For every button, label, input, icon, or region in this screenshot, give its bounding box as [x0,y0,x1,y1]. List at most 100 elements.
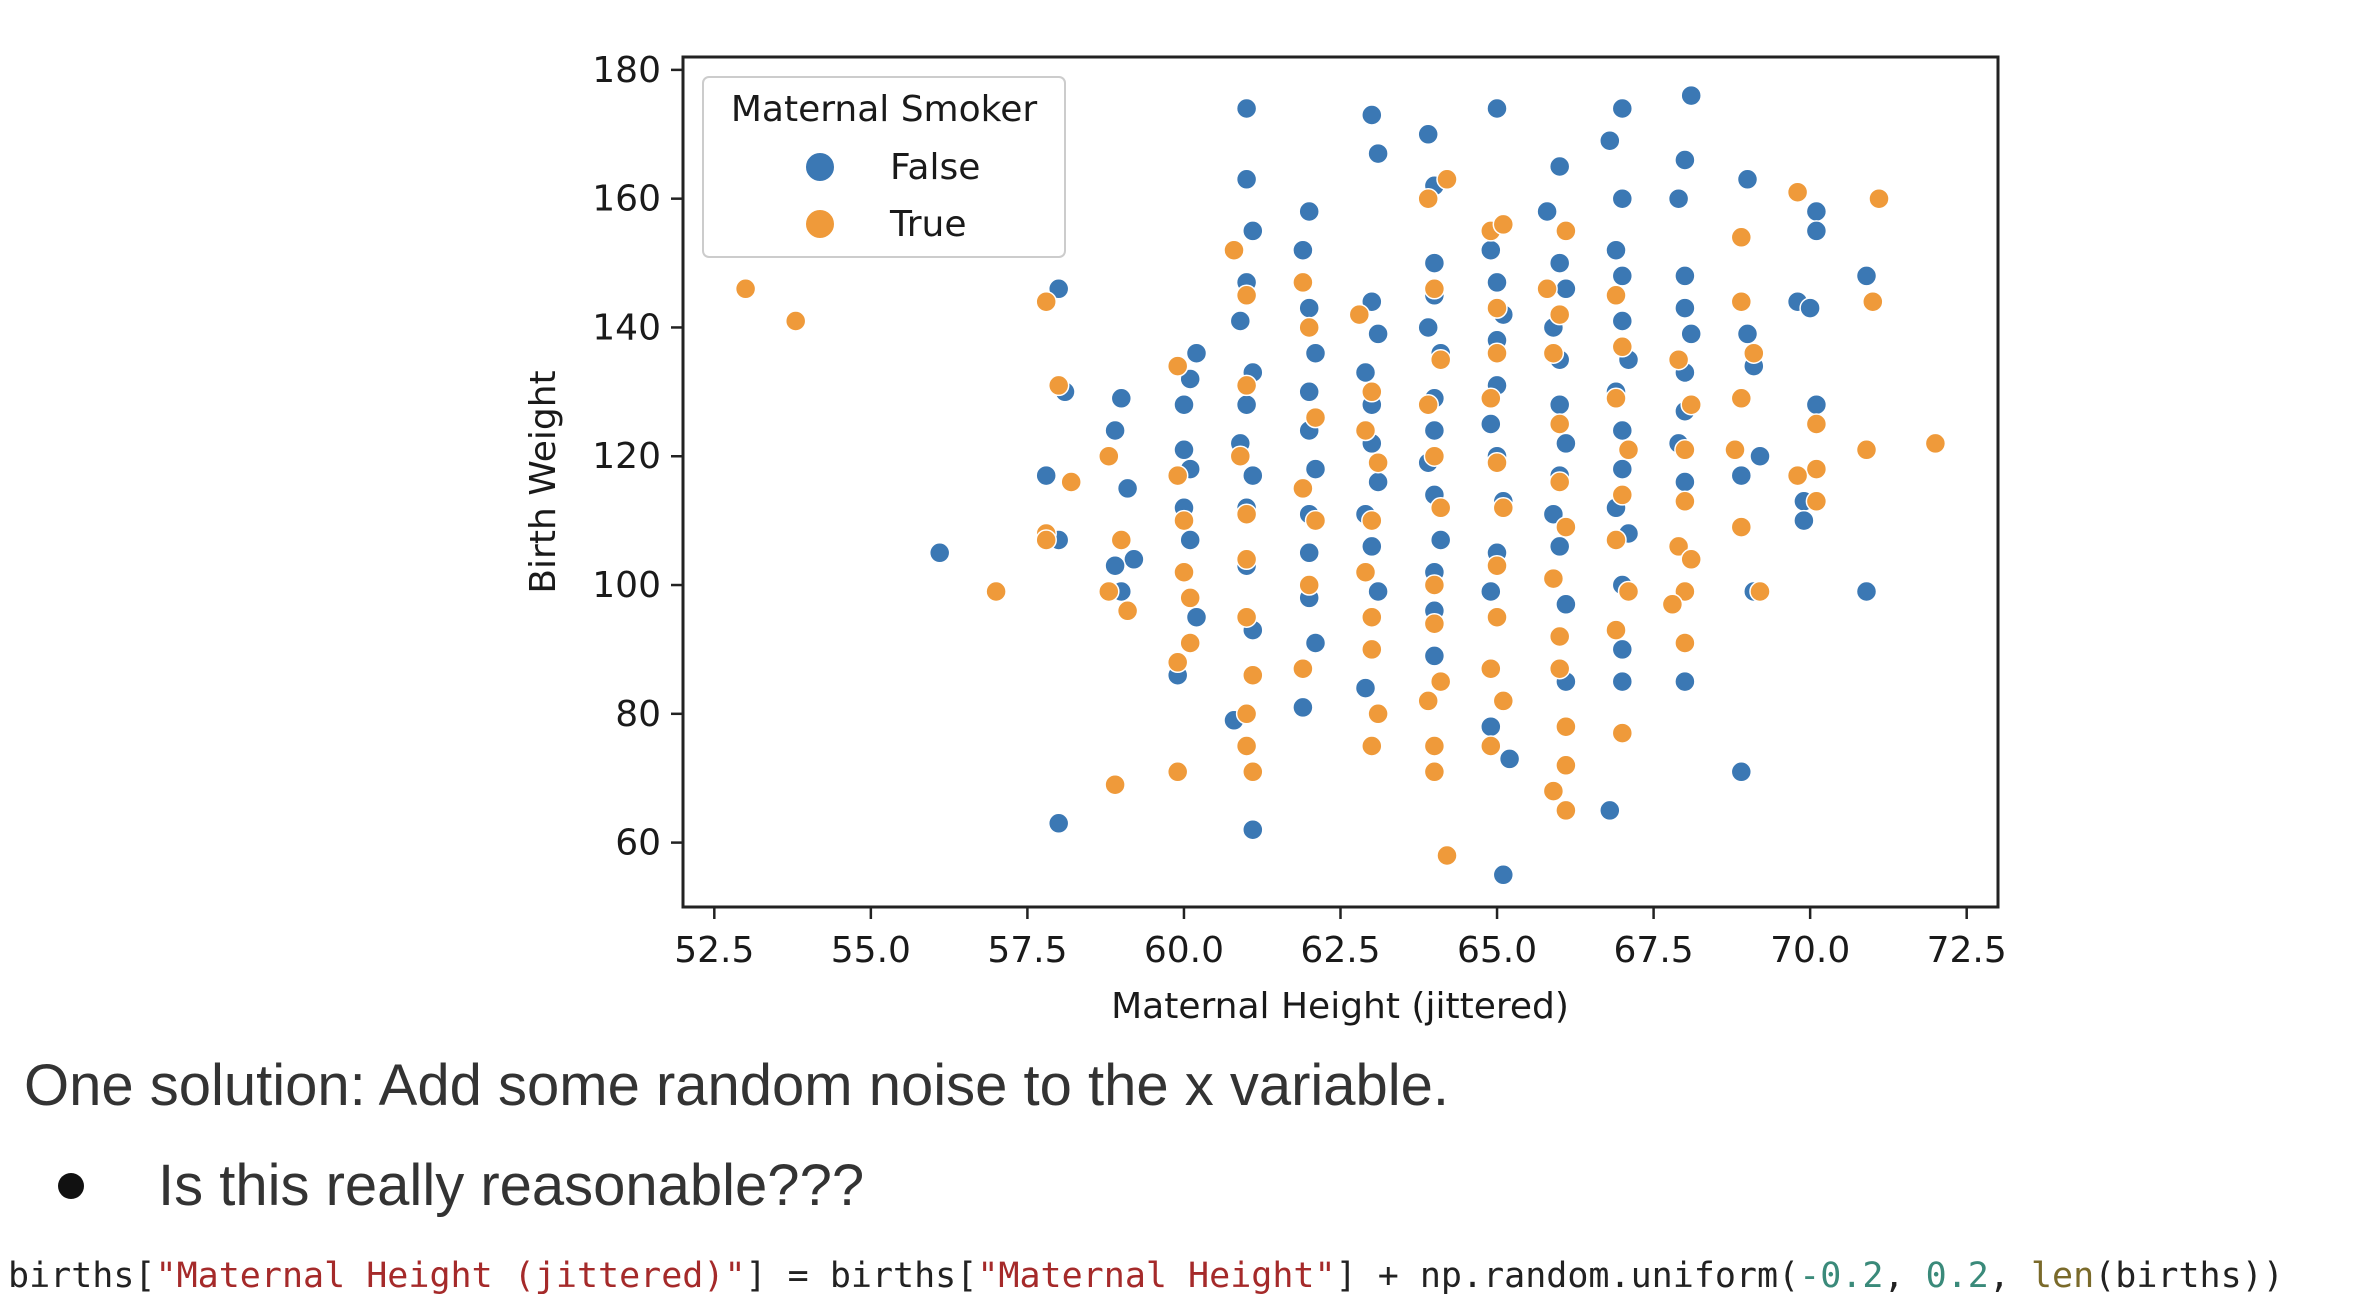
data-point-true [1235,703,1258,725]
data-point-false [1423,645,1446,667]
y-tick-label: 180 [592,50,661,91]
x-tick-label: 62.5 [1300,930,1380,971]
data-point-true [1166,761,1189,783]
data-point-true [1229,445,1252,467]
data-point-false [1185,606,1208,628]
code-part: (births)) [2094,1256,2284,1296]
data-point-false [1367,323,1389,345]
data-point-true [1724,439,1746,461]
data-point-true [1304,509,1327,532]
data-point-true [1605,619,1627,641]
data-point-true [1242,664,1264,686]
data-point-true [1354,561,1377,583]
y-tick-label: 100 [592,565,661,606]
data-point-true [1104,773,1126,796]
data-point-true [1423,761,1446,783]
data-point-false [1429,529,1452,551]
data-point-false [1235,97,1258,120]
data-point-true [1548,413,1571,435]
code-number: 0.2 [1925,1256,1989,1296]
data-point-false [1104,554,1126,577]
data-point-false [1480,413,1502,435]
data-point-false [1229,310,1252,332]
data-point-false [1185,342,1208,364]
y-axis-label: Birth Weight [523,370,564,593]
data-point-false [1292,239,1314,261]
data-point-false [1173,439,1195,461]
data-point-false [928,542,951,564]
data-point-true [1805,490,1828,513]
data-point-false [1799,297,1821,319]
x-tick-label: 55.0 [831,930,911,971]
data-point-true [1292,657,1314,680]
data-point-true [1423,278,1446,300]
data-point-false [1367,471,1389,493]
data-point-false [1486,97,1508,120]
bullet-text: Is this really reasonable??? [158,1153,865,1218]
data-point-true [1605,284,1627,307]
code-part: ] = births[ [745,1256,978,1296]
data-point-true [1786,181,1809,203]
data-point-true [1492,690,1515,712]
data-point-false [1599,129,1621,152]
data-point-true [1805,413,1828,435]
data-point-true [1304,406,1327,429]
data-point-true [1429,348,1452,371]
data-point-false [1599,799,1621,822]
data-point-true [1417,690,1439,712]
code-string: "Maternal Height" [977,1256,1336,1296]
data-point-false [1805,200,1828,223]
data-point-true [1179,632,1201,654]
data-point-false [1498,748,1521,770]
data-point-false [1855,265,1878,287]
legend: Maternal Smoker False True [702,76,1066,258]
data-point-true [1555,754,1577,777]
code-part: , [1883,1256,1926,1296]
data-point-false [1492,864,1515,886]
data-point-true [1166,355,1189,377]
points-layer [734,84,1947,886]
data-point-false [1611,187,1634,210]
data-point-true [1862,290,1884,313]
data-point-true [1098,445,1120,467]
data-point-true [1367,703,1389,725]
data-point-true [1429,497,1452,519]
code-part: births[ [8,1256,156,1296]
data-point-false [1542,503,1565,525]
data-point-true [1805,458,1828,480]
data-point-false [1417,316,1439,339]
data-point-true [1354,419,1377,442]
data-point-true [1605,387,1627,410]
data-point-true [734,278,757,300]
data-point-false [1548,393,1571,416]
data-point-true [1555,220,1577,242]
data-point-true [1166,651,1189,674]
data-point-true [1423,574,1446,596]
data-point-true [1548,625,1571,648]
data-point-true [1480,657,1502,680]
x-axis-label: Maternal Height (jittered) [1111,986,1569,1027]
data-point-false [1298,297,1320,319]
data-point-true [1548,657,1571,680]
x-tick-label: 65.0 [1457,930,1537,971]
data-point-true [1730,226,1753,249]
data-point-true [1361,606,1383,628]
data-point-false [1298,542,1320,564]
data-point-true [1542,342,1565,364]
data-point-false [1680,84,1702,107]
data-point-false [1173,393,1195,416]
data-point-true [1235,606,1258,628]
code-part: ] + np.random.uniform( [1335,1256,1800,1296]
data-point-true [1749,580,1771,603]
data-point-true [1536,278,1558,300]
y-tick-label: 140 [592,307,661,348]
data-point-false [1354,677,1377,699]
data-point-false [1480,580,1502,603]
data-point-false [1292,696,1314,719]
data-point-false [1611,310,1634,332]
data-point-false [1047,812,1070,835]
data-point-false [1480,715,1502,738]
legend-label-false: False [890,147,980,188]
data-point-true [1611,336,1634,358]
data-point-false [1304,458,1327,480]
